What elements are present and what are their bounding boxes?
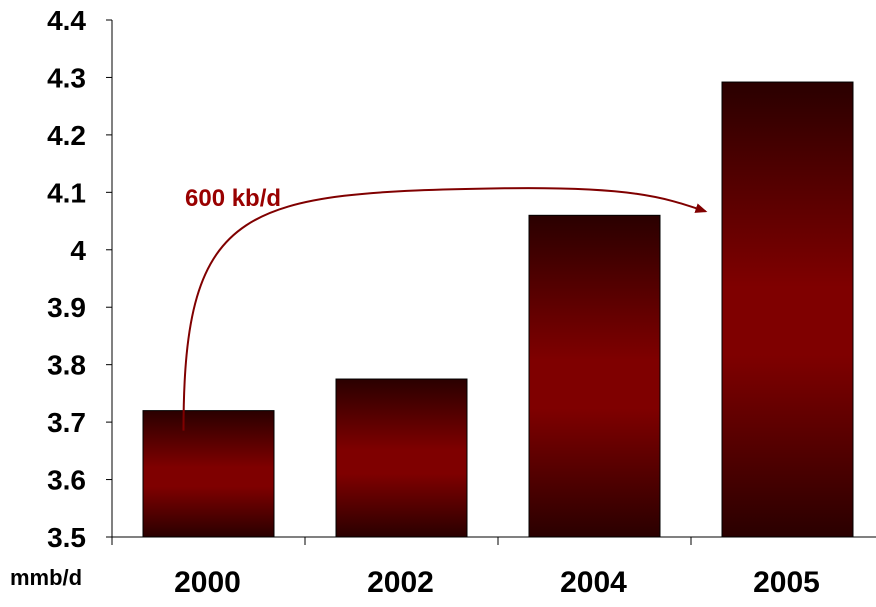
bar-2002 <box>335 378 468 538</box>
annotation-arrow <box>182 187 708 431</box>
bar-2000 <box>142 410 275 538</box>
y-tick-label: 3.9 <box>47 292 86 323</box>
bar-2005 <box>721 81 854 538</box>
y-tick-label: 3.8 <box>47 350 86 381</box>
y-tick-label: 4.3 <box>47 62 86 93</box>
x-category-label: 2002 <box>367 566 434 599</box>
y-tick-label: 3.6 <box>47 465 86 496</box>
y-tick-label: 4.2 <box>47 120 86 151</box>
labels: 3.5 3.6 3.7 3.8 3.9 4 4.1 4.2 4.3 4.4 2000 2002 2004… <box>10 5 820 599</box>
x-category-label: 2000 <box>174 566 241 599</box>
x-category-label: 2005 <box>753 566 820 599</box>
y-tick-label: 4.4 <box>47 5 86 36</box>
y-tick-label: 4 <box>70 235 86 266</box>
annotation-label: 600 kb/d <box>185 185 281 212</box>
y-unit-label: mmb/d <box>10 565 82 590</box>
y-tick-label: 3.7 <box>47 407 86 438</box>
y-tick-label: 4.1 <box>47 177 86 208</box>
y-tick-label: 3.5 <box>47 522 86 553</box>
annotation: 600 kb/d <box>182 185 708 431</box>
bar-2004 <box>528 214 661 538</box>
x-category-label: 2004 <box>560 566 627 599</box>
bars <box>142 81 854 538</box>
